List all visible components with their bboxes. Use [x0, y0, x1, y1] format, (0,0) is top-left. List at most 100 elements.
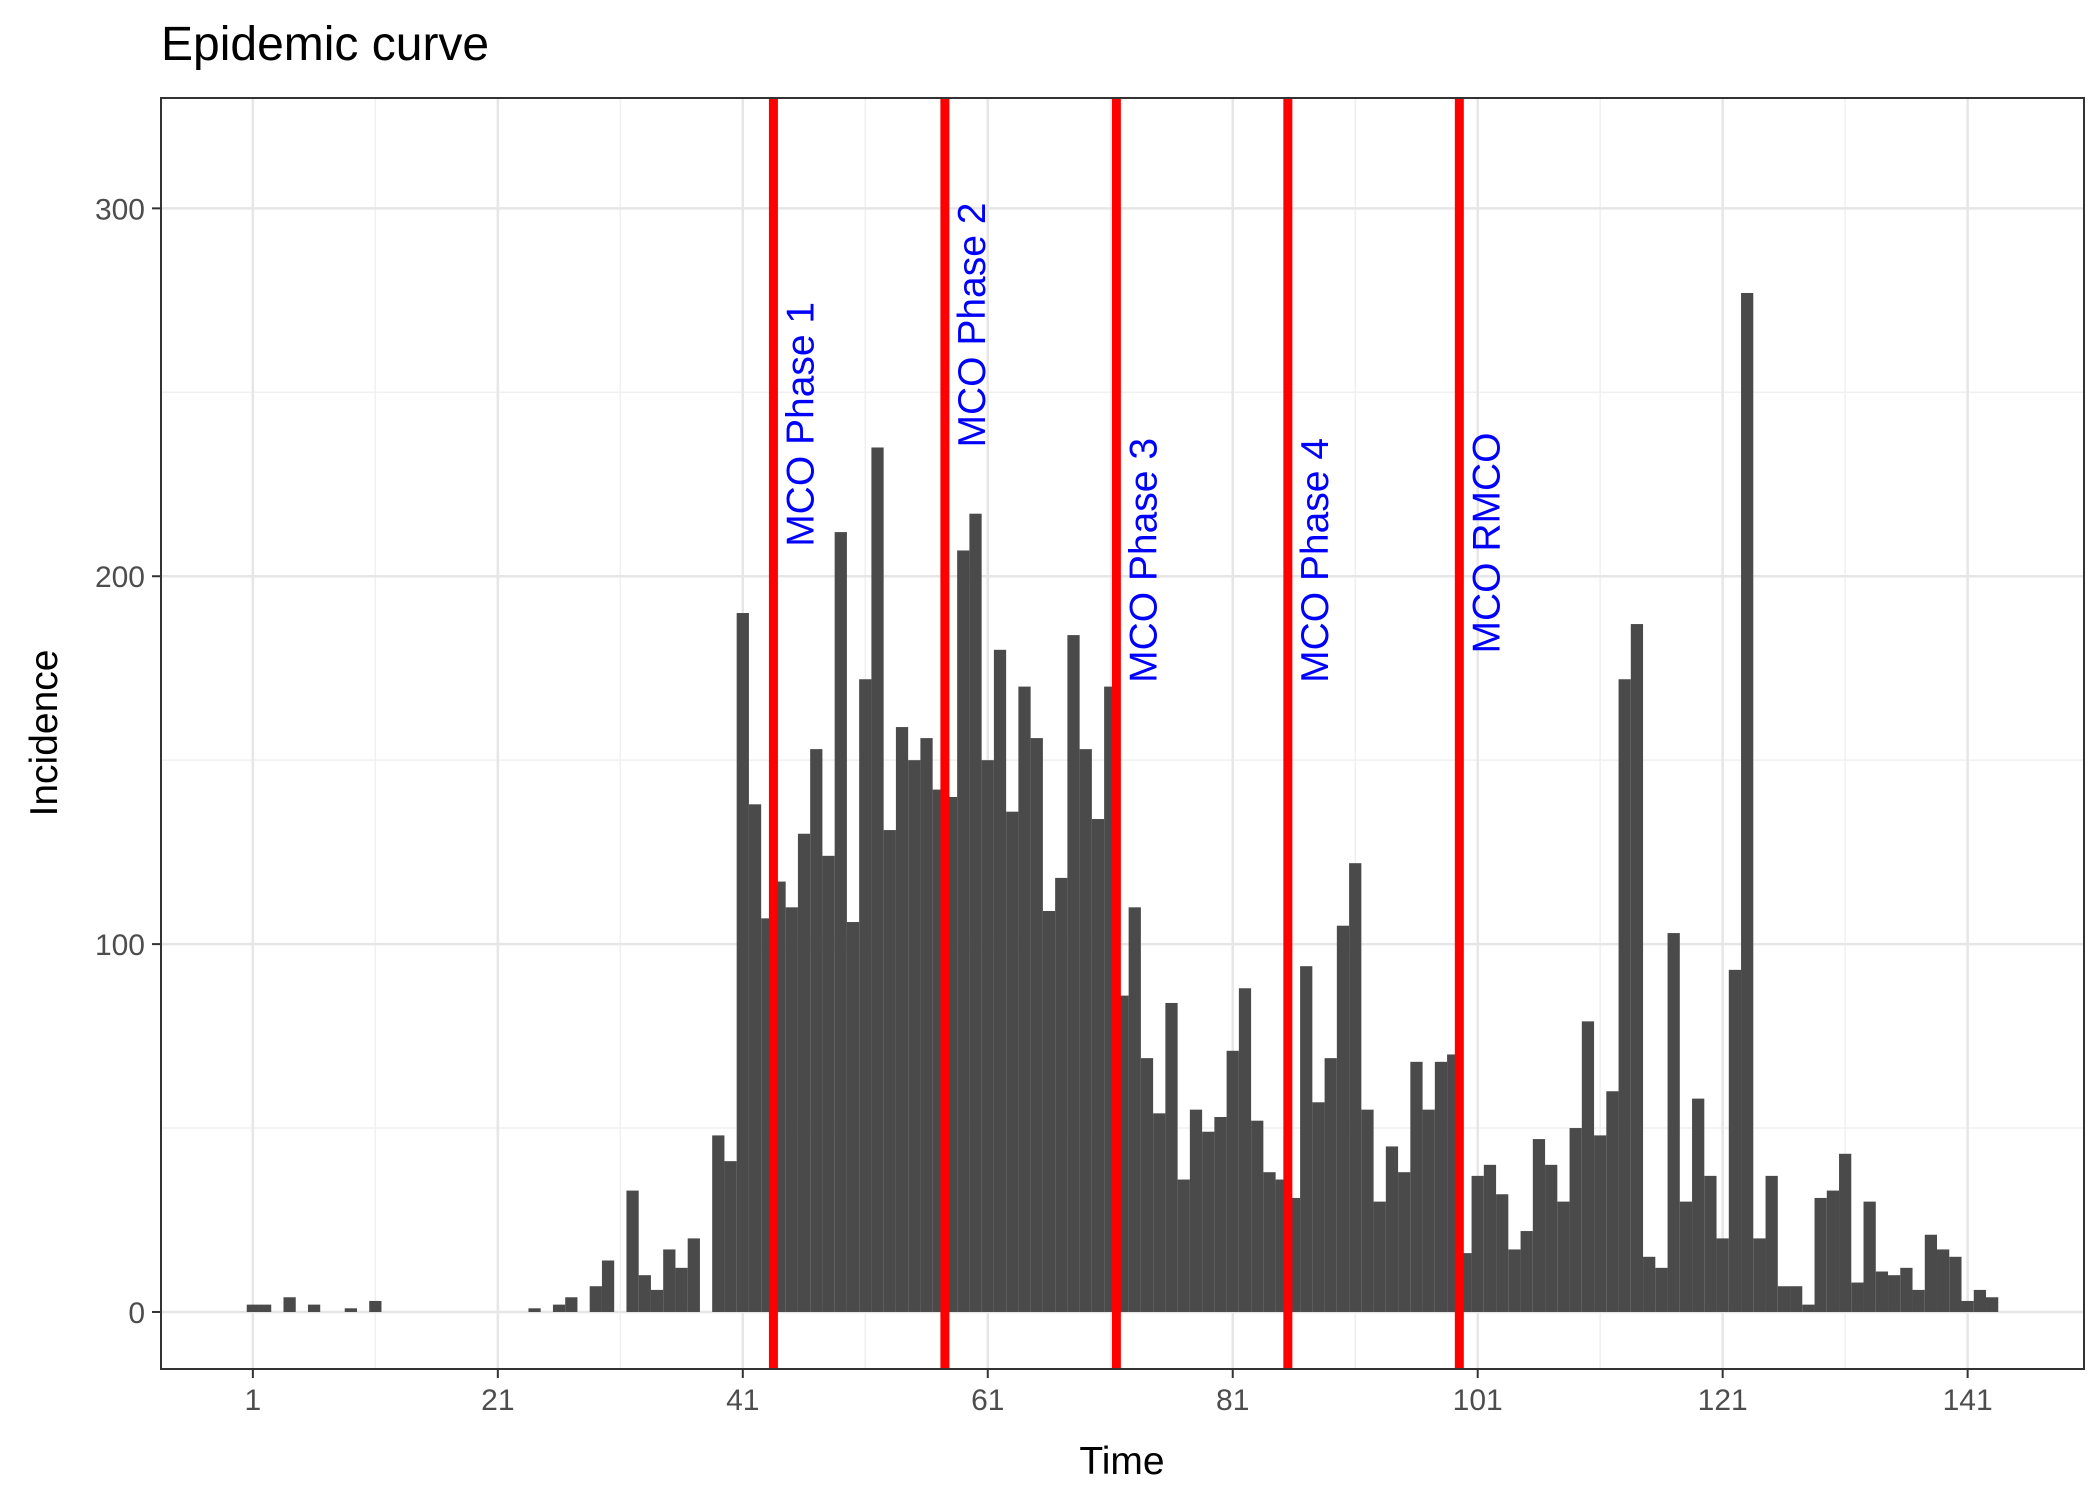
bar	[871, 447, 884, 1312]
bar	[1753, 1238, 1766, 1312]
bar	[675, 1267, 688, 1312]
bar	[1165, 1002, 1178, 1312]
x-axis-title: Time	[1079, 1440, 1164, 1483]
bar	[1912, 1289, 1925, 1312]
bar	[1630, 624, 1644, 1312]
bar	[822, 855, 835, 1312]
bar	[1532, 1139, 1546, 1312]
bar	[1079, 749, 1092, 1312]
bar	[1937, 1249, 1950, 1312]
bar	[1777, 1286, 1791, 1312]
x-tick-label: 61	[971, 1384, 1004, 1417]
bar	[1385, 1146, 1399, 1312]
bar	[1655, 1267, 1668, 1312]
bar	[1336, 925, 1350, 1312]
bar	[1728, 969, 1742, 1312]
x-tick-label: 1	[245, 1384, 262, 1417]
bar	[565, 1297, 578, 1312]
bar	[1949, 1256, 1962, 1312]
bar	[712, 1135, 725, 1312]
bar	[1594, 1135, 1607, 1312]
bar	[246, 1304, 259, 1312]
x-tick-label: 41	[726, 1384, 759, 1417]
bar	[1140, 1058, 1154, 1312]
bar	[1238, 988, 1252, 1312]
bar	[1569, 1128, 1582, 1312]
x-tick-label: 141	[1943, 1384, 1993, 1417]
phase-label: MCO Phase 2	[951, 203, 994, 448]
plot-border	[160, 97, 2085, 1370]
bar	[1888, 1275, 1901, 1312]
bar	[1618, 679, 1631, 1312]
bar	[895, 727, 909, 1312]
y-axis-title: Incidence	[23, 650, 66, 817]
bar	[785, 907, 798, 1312]
bar	[1324, 1058, 1337, 1312]
bar	[1263, 1172, 1276, 1312]
bar	[307, 1304, 321, 1312]
bar	[859, 679, 872, 1312]
bar	[1030, 738, 1043, 1312]
bar	[601, 1260, 615, 1312]
phase-label: MCO Phase 4	[1294, 438, 1337, 683]
bar	[1471, 1175, 1484, 1312]
bar	[1042, 910, 1056, 1312]
bar	[1790, 1286, 1803, 1312]
bar	[1189, 1109, 1203, 1312]
bar	[1814, 1197, 1827, 1312]
bar	[283, 1297, 296, 1312]
bar	[1557, 1201, 1570, 1312]
bar	[1667, 933, 1680, 1312]
bar	[1692, 1098, 1705, 1312]
bar	[528, 1308, 541, 1312]
bar	[1434, 1061, 1448, 1312]
bar	[687, 1238, 700, 1312]
bar	[638, 1275, 651, 1312]
bar	[1410, 1061, 1423, 1312]
bar	[1826, 1190, 1840, 1312]
bar	[650, 1289, 664, 1312]
bar	[1251, 1120, 1264, 1312]
bar	[920, 738, 933, 1312]
bar	[1312, 1102, 1325, 1312]
bar	[1520, 1231, 1533, 1312]
bar	[1177, 1179, 1190, 1312]
bar	[981, 760, 994, 1312]
bar	[1924, 1234, 1938, 1312]
bar	[1153, 1113, 1166, 1312]
bar	[1679, 1201, 1693, 1312]
bar	[957, 550, 970, 1312]
bar	[1018, 686, 1031, 1312]
bar	[1704, 1175, 1717, 1312]
bar	[1961, 1300, 1974, 1312]
x-tick-label: 81	[1216, 1384, 1249, 1417]
bar	[1202, 1131, 1215, 1312]
bar	[908, 760, 921, 1312]
bar	[1900, 1267, 1913, 1312]
bar	[1986, 1297, 1999, 1312]
bar	[1863, 1201, 1876, 1312]
bar	[1581, 1021, 1595, 1312]
bar	[1545, 1164, 1558, 1312]
bar	[663, 1249, 676, 1312]
y-tick-label: 0	[128, 1297, 145, 1330]
bar	[1839, 1153, 1852, 1312]
bar	[626, 1190, 639, 1312]
bar	[1226, 1050, 1239, 1312]
bar	[1765, 1175, 1778, 1312]
bar	[1349, 863, 1362, 1312]
bar	[552, 1304, 566, 1312]
bars	[246, 292, 1999, 1312]
bar	[1606, 1091, 1619, 1312]
y-tick-label: 100	[95, 929, 145, 962]
bar	[1006, 811, 1019, 1312]
bar	[1214, 1117, 1227, 1312]
x-tick-label: 21	[481, 1384, 514, 1417]
bar	[883, 830, 896, 1312]
bar	[1643, 1256, 1656, 1312]
bar	[1128, 907, 1141, 1312]
bar	[993, 649, 1007, 1312]
bar	[258, 1304, 272, 1312]
bar	[369, 1300, 382, 1312]
